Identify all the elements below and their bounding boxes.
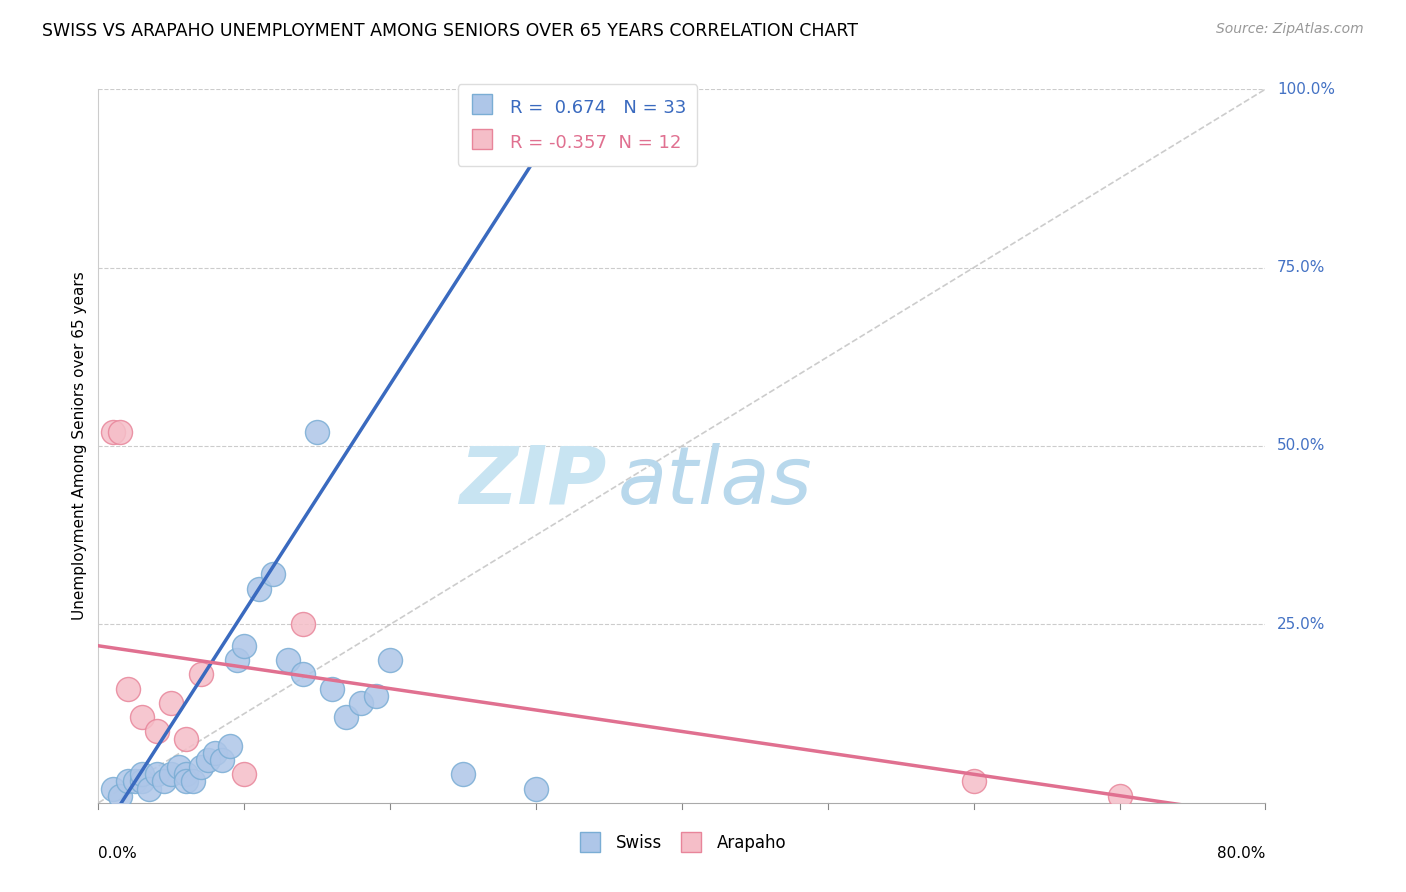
Point xyxy=(110,425,132,439)
Text: Source: ZipAtlas.com: Source: ZipAtlas.com xyxy=(1216,22,1364,37)
Point xyxy=(131,767,153,781)
Point xyxy=(146,724,169,739)
Point xyxy=(181,774,204,789)
Text: 75.0%: 75.0% xyxy=(1277,260,1326,275)
Point xyxy=(160,767,183,781)
Point xyxy=(160,696,183,710)
Point xyxy=(101,781,124,796)
Point xyxy=(233,639,256,653)
Point xyxy=(174,774,197,789)
Point xyxy=(167,760,190,774)
Point xyxy=(204,746,226,760)
Point xyxy=(962,774,984,789)
Point xyxy=(233,767,256,781)
Point xyxy=(117,774,139,789)
Point xyxy=(350,696,373,710)
Point xyxy=(524,781,547,796)
Point xyxy=(197,753,219,767)
Point xyxy=(277,653,299,667)
Point xyxy=(1108,789,1130,803)
Point xyxy=(174,731,197,746)
Text: atlas: atlas xyxy=(617,442,813,521)
Point xyxy=(218,739,240,753)
Point xyxy=(291,617,314,632)
Text: 25.0%: 25.0% xyxy=(1277,617,1326,632)
Point xyxy=(247,582,270,596)
Point xyxy=(190,760,212,774)
Point xyxy=(291,667,314,681)
Point xyxy=(174,767,197,781)
Point xyxy=(131,710,153,724)
Point xyxy=(211,753,233,767)
Point xyxy=(190,667,212,681)
Point xyxy=(226,653,249,667)
Point xyxy=(307,425,329,439)
Text: ZIP: ZIP xyxy=(458,442,606,521)
Point xyxy=(451,767,474,781)
Text: SWISS VS ARAPAHO UNEMPLOYMENT AMONG SENIORS OVER 65 YEARS CORRELATION CHART: SWISS VS ARAPAHO UNEMPLOYMENT AMONG SENI… xyxy=(42,22,858,40)
Point xyxy=(335,710,357,724)
Point xyxy=(321,681,343,696)
Point xyxy=(101,425,124,439)
Point xyxy=(138,781,160,796)
Point xyxy=(153,774,176,789)
Point xyxy=(364,689,387,703)
Point xyxy=(380,653,402,667)
Text: 100.0%: 100.0% xyxy=(1277,82,1336,96)
Y-axis label: Unemployment Among Seniors over 65 years: Unemployment Among Seniors over 65 years xyxy=(72,272,87,620)
Text: 80.0%: 80.0% xyxy=(1218,846,1265,861)
Point xyxy=(124,774,146,789)
Legend: Swiss, Arapaho: Swiss, Arapaho xyxy=(571,828,793,859)
Point xyxy=(131,774,153,789)
Point xyxy=(117,681,139,696)
Point xyxy=(146,767,169,781)
Point xyxy=(263,567,285,582)
Text: 0.0%: 0.0% xyxy=(98,846,138,861)
Point xyxy=(110,789,132,803)
Text: 50.0%: 50.0% xyxy=(1277,439,1326,453)
